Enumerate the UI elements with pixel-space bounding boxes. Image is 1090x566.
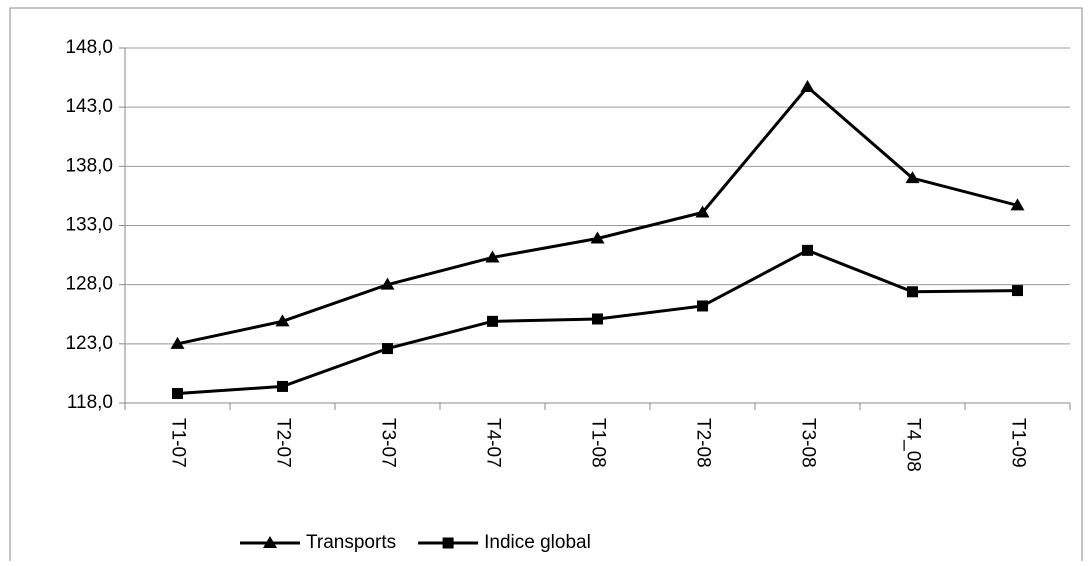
x-tick-label: T1-08: [587, 418, 608, 468]
marker: [907, 286, 918, 298]
marker: [592, 313, 603, 325]
y-tick-label: 138,0: [65, 155, 113, 176]
marker: [172, 388, 183, 400]
marker: [442, 537, 454, 549]
y-tick-label: 133,0: [65, 215, 113, 236]
marker: [382, 343, 393, 355]
y-tick-label: 128,0: [65, 274, 113, 295]
marker: [802, 244, 813, 256]
marker: [275, 314, 290, 327]
marker: [800, 80, 815, 93]
marker: [263, 536, 277, 548]
x-tick-label: T1-09: [1007, 418, 1028, 468]
y-tick-label: 118,0: [67, 392, 113, 413]
marker: [277, 380, 288, 392]
chart-frame: [9, 7, 1083, 566]
x-tick-label: T1-07: [167, 418, 188, 468]
y-tick-label: 123,0: [65, 333, 113, 354]
y-tick-label: 143,0: [65, 96, 113, 117]
marker: [485, 250, 500, 263]
marker: [697, 300, 708, 312]
x-tick-label: T2-07: [272, 418, 293, 468]
legend-label: Transports: [306, 532, 396, 553]
y-tick-label: 148,0: [65, 37, 113, 58]
x-tick-label: T2-08: [692, 418, 713, 468]
marker: [590, 231, 605, 244]
marker: [380, 277, 395, 290]
marker: [487, 315, 498, 327]
marker: [905, 171, 920, 184]
x-tick-label: T3-08: [797, 418, 818, 468]
x-tick-label: T3-07: [377, 418, 398, 468]
marker: [170, 336, 185, 349]
marker: [695, 205, 710, 218]
series-line: [177, 84, 1018, 346]
x-tick-label: T4-07: [482, 418, 503, 468]
legend-label: Indice global: [484, 532, 591, 553]
x-tick-label: T4_08: [902, 418, 923, 472]
marker: [1010, 198, 1025, 211]
marker: [1012, 285, 1023, 297]
